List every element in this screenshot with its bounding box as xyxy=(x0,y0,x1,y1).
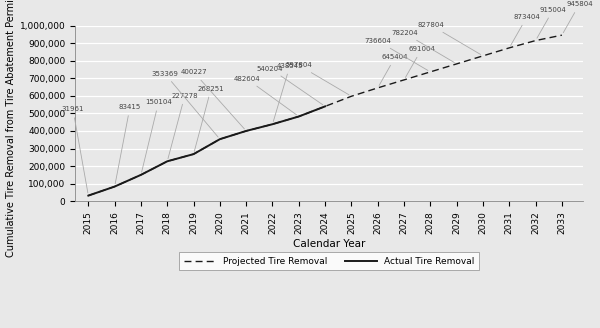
Text: 150104: 150104 xyxy=(142,99,172,172)
Projected Tire Removal xyxy=(242,129,250,133)
Text: 645404: 645404 xyxy=(379,54,409,86)
Actual Tire Removal xyxy=(295,114,302,118)
Y-axis label: Cumulative Tire Removal from Tire Abatement Permit Area: Cumulative Tire Removal from Tire Abatem… xyxy=(5,0,16,257)
Projected Tire Removal xyxy=(85,194,92,197)
Projected Tire Removal xyxy=(295,114,302,118)
Projected Tire Removal xyxy=(400,78,407,82)
Projected Tire Removal xyxy=(216,137,223,141)
Text: 438545: 438545 xyxy=(273,63,303,122)
Text: 945804: 945804 xyxy=(563,1,593,33)
Projected Tire Removal xyxy=(427,70,434,74)
Text: 227278: 227278 xyxy=(168,93,198,159)
Text: 268251: 268251 xyxy=(194,86,224,152)
Actual Tire Removal xyxy=(111,185,118,189)
Projected Tire Removal xyxy=(137,173,145,177)
X-axis label: Calendar Year: Calendar Year xyxy=(293,239,365,249)
Actual Tire Removal xyxy=(269,122,276,126)
Actual Tire Removal xyxy=(242,129,250,133)
Text: 482604: 482604 xyxy=(233,76,296,115)
Projected Tire Removal xyxy=(269,122,276,126)
Actual Tire Removal xyxy=(322,104,329,108)
Text: 736604: 736604 xyxy=(365,38,428,71)
Projected Tire Removal xyxy=(479,54,487,58)
Line: Actual Tire Removal: Actual Tire Removal xyxy=(88,106,325,195)
Text: 597804: 597804 xyxy=(286,62,349,95)
Actual Tire Removal xyxy=(164,159,171,163)
Projected Tire Removal xyxy=(190,152,197,156)
Projected Tire Removal xyxy=(506,46,513,50)
Text: 691004: 691004 xyxy=(406,46,435,77)
Text: 540204: 540204 xyxy=(257,66,323,105)
Text: 915004: 915004 xyxy=(537,7,566,38)
Projected Tire Removal xyxy=(322,104,329,108)
Actual Tire Removal xyxy=(216,137,223,141)
Actual Tire Removal xyxy=(85,194,92,197)
Text: 873404: 873404 xyxy=(511,14,540,46)
Text: 353369: 353369 xyxy=(151,71,218,137)
Actual Tire Removal xyxy=(190,152,197,156)
Projected Tire Removal xyxy=(348,94,355,98)
Actual Tire Removal xyxy=(137,173,145,177)
Projected Tire Removal xyxy=(453,62,460,66)
Text: 782204: 782204 xyxy=(391,30,454,62)
Text: 400227: 400227 xyxy=(181,70,244,129)
Projected Tire Removal xyxy=(164,159,171,163)
Projected Tire Removal xyxy=(111,185,118,189)
Projected Tire Removal xyxy=(532,39,539,43)
Projected Tire Removal xyxy=(558,33,565,37)
Text: 31961: 31961 xyxy=(62,106,88,193)
Text: 83415: 83415 xyxy=(115,104,141,184)
Text: 827804: 827804 xyxy=(418,22,481,54)
Line: Projected Tire Removal: Projected Tire Removal xyxy=(88,35,562,195)
Legend: Projected Tire Removal, Actual Tire Removal: Projected Tire Removal, Actual Tire Remo… xyxy=(179,252,479,270)
Projected Tire Removal xyxy=(374,86,382,90)
